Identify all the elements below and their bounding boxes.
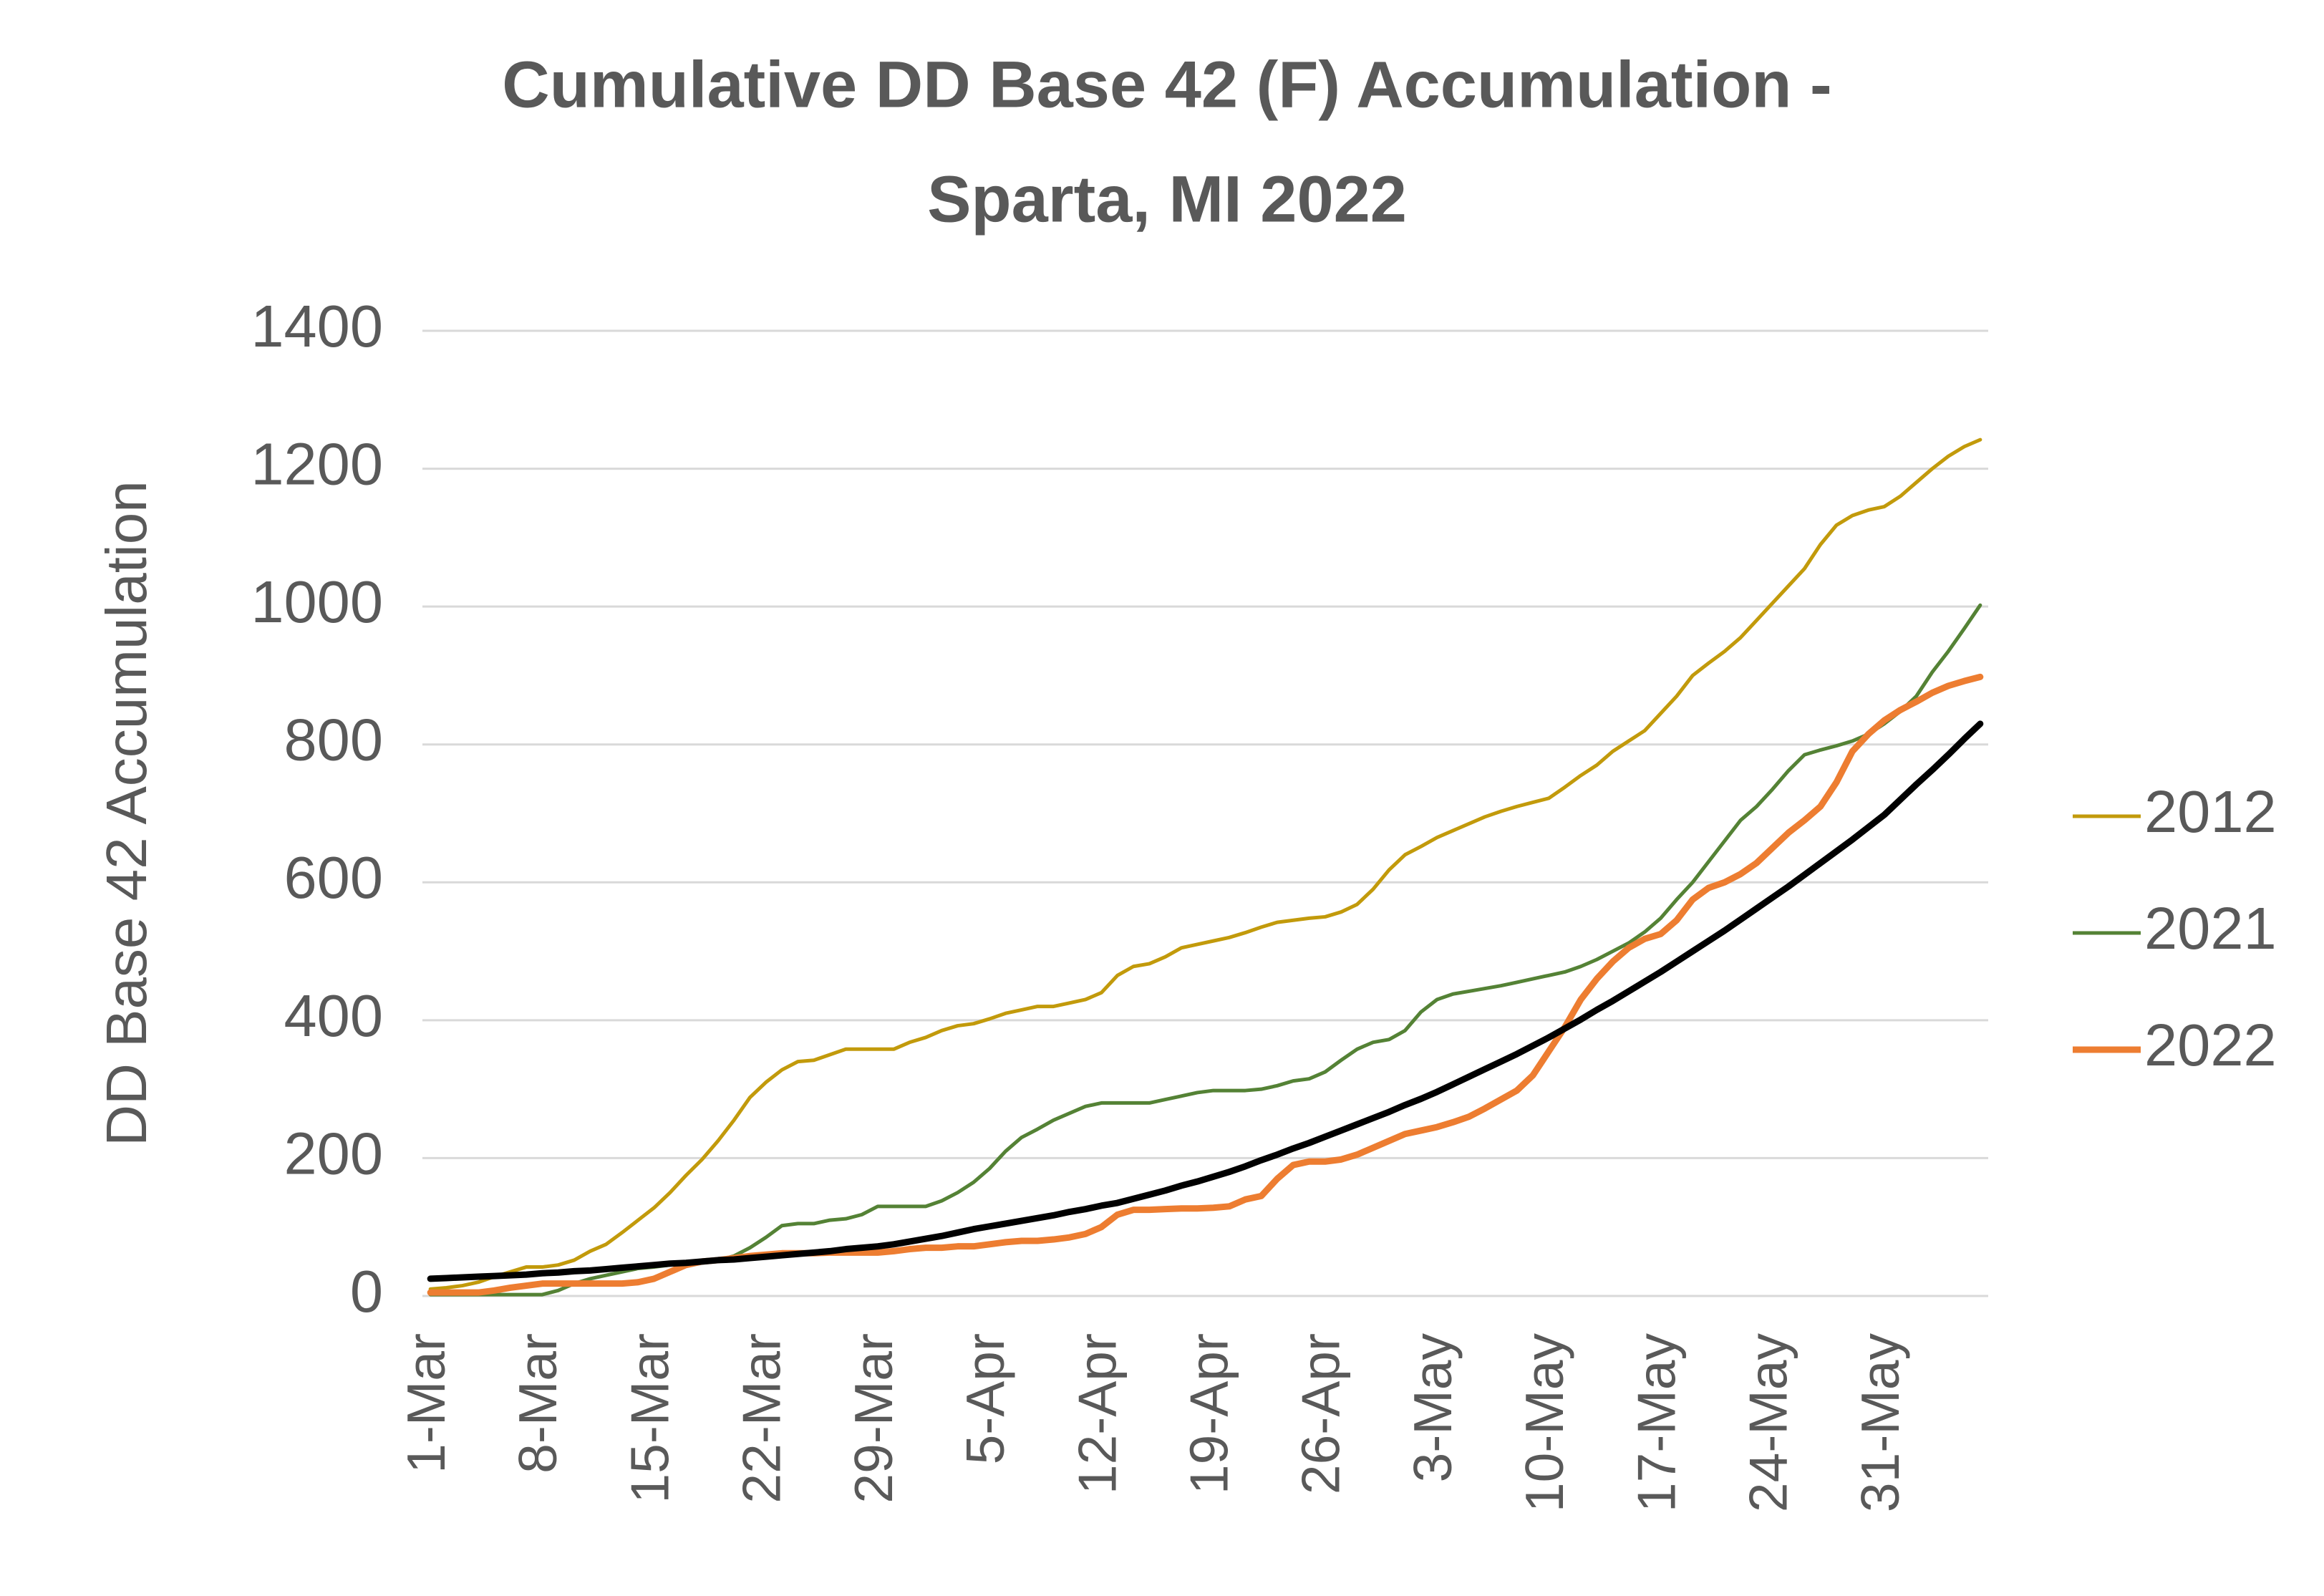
x-tick-label: 24-May — [1738, 1333, 1798, 1513]
x-tick-label: 26-Apr — [1291, 1333, 1351, 1494]
y-axis-label: DD Base 42 Accumulation — [95, 480, 158, 1146]
y-tick-label: 1400 — [251, 293, 383, 359]
x-tick-label: 22-Mar — [732, 1333, 792, 1504]
series-line — [428, 603, 1982, 1297]
series-line — [428, 437, 1982, 1291]
y-tick-label: 0 — [350, 1258, 383, 1325]
legend-label: 2012 — [2144, 778, 2277, 845]
x-tick-label: 8-Mar — [508, 1333, 568, 1474]
y-tick-label: 600 — [284, 844, 383, 911]
x-tick-label: 31-May — [1850, 1333, 1910, 1513]
chart-title: Sparta, MI 2022 — [927, 163, 1407, 236]
y-tick-label: 400 — [284, 982, 383, 1049]
x-tick-label: 10-May — [1514, 1333, 1574, 1513]
y-tick-label: 1200 — [251, 430, 383, 497]
x-tick-label: 1-Mar — [396, 1333, 456, 1474]
legend-label: 2021 — [2144, 895, 2277, 962]
x-tick-label: 17-May — [1626, 1333, 1686, 1513]
chart-title: Cumulative DD Base 42 (F) Accumulation - — [502, 48, 1831, 121]
x-tick-label: 5-Apr — [955, 1333, 1015, 1464]
x-tick-label: 29-Mar — [843, 1333, 904, 1504]
legend-label: 2022 — [2144, 1012, 2277, 1078]
y-tick-label: 1000 — [251, 569, 383, 635]
x-tick-label: 19-Apr — [1178, 1333, 1239, 1494]
series-line — [427, 720, 1984, 1282]
y-tick-label: 200 — [284, 1120, 383, 1186]
x-tick-label: 3-May — [1403, 1333, 1463, 1483]
y-tick-label: 800 — [284, 707, 383, 773]
x-tick-label: 12-Apr — [1067, 1333, 1127, 1494]
x-tick-label: 15-Mar — [619, 1333, 679, 1504]
